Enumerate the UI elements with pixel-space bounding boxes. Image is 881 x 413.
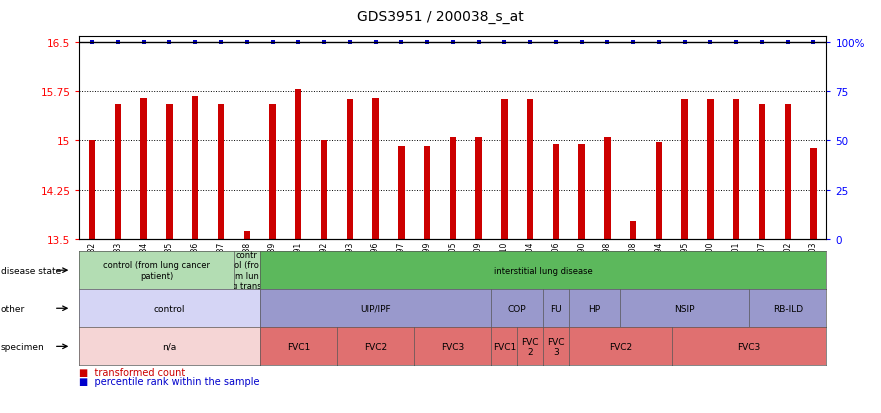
Bar — [784, 105, 791, 240]
Text: FVC3: FVC3 — [441, 342, 464, 351]
Bar — [295, 90, 301, 240]
Text: FVC
2: FVC 2 — [522, 337, 539, 356]
Bar — [115, 105, 122, 240]
Bar — [527, 100, 533, 240]
Bar — [759, 105, 766, 240]
Text: HP: HP — [589, 304, 601, 313]
Text: FVC2: FVC2 — [364, 342, 387, 351]
Text: RB-ILD: RB-ILD — [773, 304, 803, 313]
Text: control: control — [153, 304, 185, 313]
Text: ■  transformed count: ■ transformed count — [79, 367, 186, 377]
Bar — [270, 105, 276, 240]
Bar — [373, 98, 379, 240]
Bar — [811, 149, 817, 240]
Text: FVC
3: FVC 3 — [547, 337, 565, 356]
Bar — [476, 138, 482, 240]
Bar — [682, 100, 688, 240]
Text: UIP/IPF: UIP/IPF — [360, 304, 391, 313]
Bar — [218, 105, 224, 240]
Text: n/a: n/a — [162, 342, 176, 351]
Bar — [630, 221, 636, 240]
Bar — [707, 100, 714, 240]
Text: FU: FU — [550, 304, 562, 313]
Text: FVC1: FVC1 — [492, 342, 516, 351]
Text: interstitial lung disease: interstitial lung disease — [493, 266, 592, 275]
Bar — [243, 232, 250, 240]
Bar — [321, 141, 327, 240]
Text: disease state: disease state — [1, 266, 61, 275]
Bar — [604, 138, 611, 240]
Text: contr
ol (fro
m lun
g trans: contr ol (fro m lun g trans — [232, 250, 262, 291]
Bar — [140, 98, 147, 240]
Text: ■  percentile rank within the sample: ■ percentile rank within the sample — [79, 376, 260, 386]
Bar — [167, 105, 173, 240]
Bar — [89, 141, 95, 240]
Text: specimen: specimen — [1, 342, 45, 351]
Text: NSIP: NSIP — [675, 304, 695, 313]
Text: other: other — [1, 304, 26, 313]
Bar — [655, 142, 663, 240]
Bar — [579, 144, 585, 240]
Bar — [346, 100, 353, 240]
Text: FVC3: FVC3 — [737, 342, 760, 351]
Bar — [733, 100, 739, 240]
Bar — [424, 146, 430, 240]
Bar — [501, 100, 507, 240]
Text: control (from lung cancer
patient): control (from lung cancer patient) — [103, 261, 210, 280]
Text: FVC2: FVC2 — [609, 342, 632, 351]
Text: COP: COP — [508, 304, 527, 313]
Text: FVC1: FVC1 — [286, 342, 310, 351]
Bar — [192, 96, 198, 240]
Bar — [552, 144, 559, 240]
Bar — [398, 146, 404, 240]
Bar — [449, 138, 456, 240]
Text: GDS3951 / 200038_s_at: GDS3951 / 200038_s_at — [357, 10, 524, 24]
